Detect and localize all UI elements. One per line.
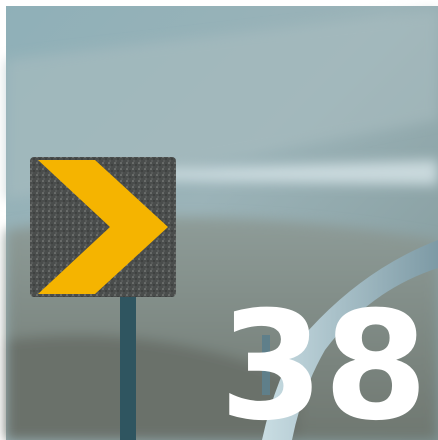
photo-card: 38 [0, 0, 438, 440]
sign-post [120, 290, 136, 440]
number-label: 38 [219, 280, 428, 440]
photo: 38 [6, 6, 438, 440]
